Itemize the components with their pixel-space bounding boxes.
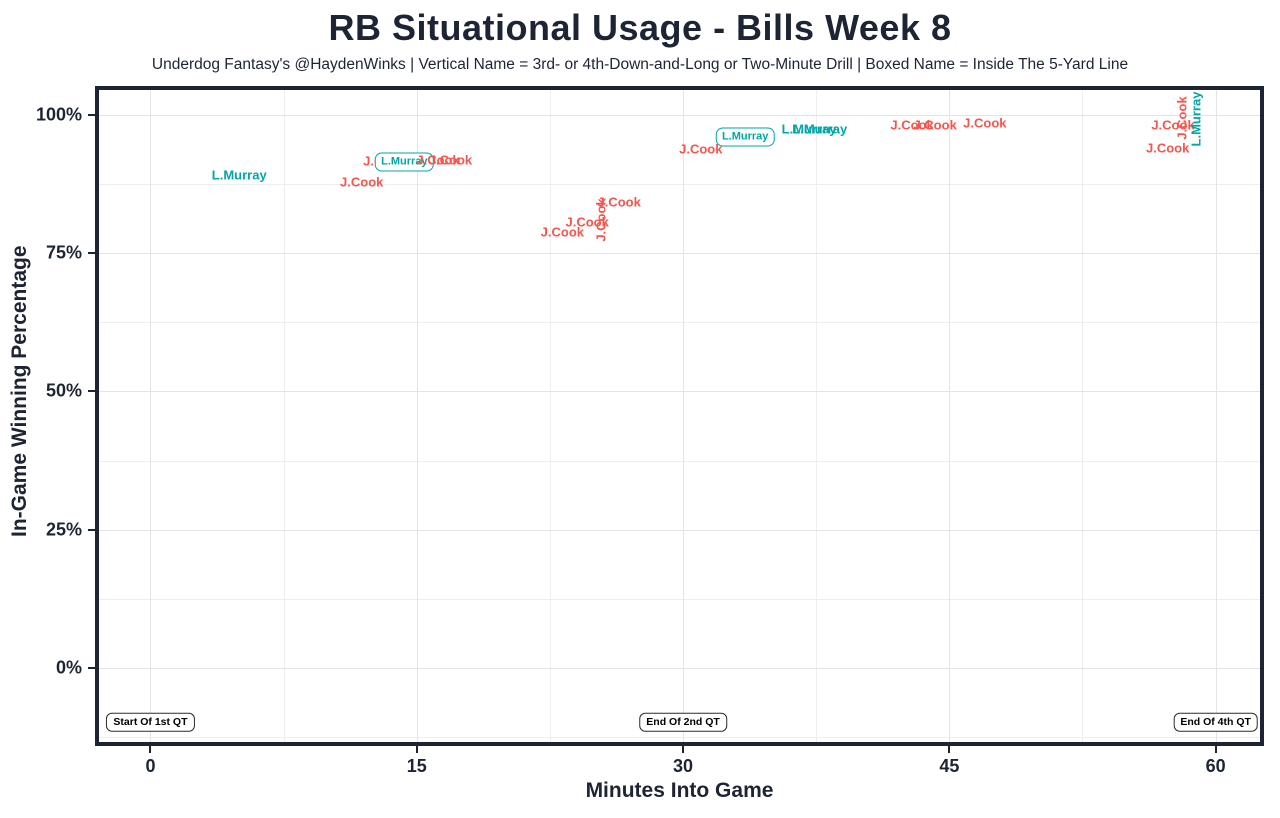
- x-tick-label: 60: [1205, 756, 1226, 776]
- x-tick-mark: [948, 746, 951, 753]
- player-label-j-cook: J.Cook: [428, 152, 473, 168]
- player-label-j-cook: J.Cook: [597, 194, 641, 210]
- x-tick-mark: [682, 746, 685, 753]
- y-tick-mark: [88, 528, 95, 531]
- gridline-vertical-major: [150, 90, 152, 742]
- x-tick-label: 0: [145, 756, 156, 776]
- gridline-horizontal-minor: [99, 737, 1260, 739]
- gridline-horizontal-minor: [99, 460, 1260, 462]
- y-tick-mark: [88, 390, 95, 393]
- player-label-j-cook: J.Cook: [1174, 95, 1190, 140]
- annotation-box: End Of 4th QT: [1173, 712, 1258, 732]
- player-label-l-murray: L.Murray: [1188, 91, 1204, 147]
- y-tick-mark: [88, 113, 95, 116]
- gridline-vertical-minor: [283, 90, 285, 742]
- player-label-j-cook: J.Cook: [565, 214, 609, 230]
- player-label-l-murray: L.Murray: [375, 152, 434, 172]
- gridline-vertical-minor: [816, 90, 818, 742]
- gridline-horizontal-major: [99, 391, 1260, 393]
- gridline-horizontal-major: [99, 667, 1260, 669]
- y-tick-label: 75%: [45, 242, 82, 263]
- x-tick-mark: [415, 746, 418, 753]
- y-tick-mark: [88, 252, 95, 255]
- player-label-j-cook: J.Cook: [679, 141, 723, 157]
- gridline-vertical-major: [683, 90, 685, 742]
- gridline-vertical-major: [949, 90, 951, 742]
- x-tick-label: 45: [939, 756, 960, 776]
- x-tick-label: 15: [406, 756, 427, 776]
- gridline-horizontal-minor: [99, 598, 1260, 600]
- gridline-vertical-major: [416, 90, 418, 742]
- player-label-j-cook: J.Cook: [963, 115, 1007, 131]
- y-axis: 100% 75% 50% 25% 0%: [0, 90, 95, 742]
- player-label-j-cook: J.Cook: [913, 117, 957, 133]
- y-tick-label: 0%: [55, 657, 82, 678]
- player-label-j-cook: J.Cook: [416, 152, 460, 168]
- gridline-vertical-minor: [549, 90, 551, 742]
- player-label-j-cook: J.Cook: [340, 174, 384, 190]
- gridline-horizontal-major: [99, 529, 1260, 531]
- gridline-horizontal-minor: [99, 322, 1260, 324]
- gridline-horizontal-major: [99, 114, 1260, 116]
- y-tick-label: 100%: [35, 104, 82, 125]
- player-label-j-cook: J.Cook: [890, 117, 934, 133]
- chart-subtitle: Underdog Fantasy's @HaydenWinks | Vertic…: [151, 56, 1129, 73]
- player-label-l-murray: L.Murray: [781, 121, 837, 137]
- x-tick-mark: [1214, 746, 1217, 753]
- gridline-horizontal-minor: [99, 184, 1260, 185]
- player-label-l-murray: L.Murray: [211, 167, 267, 183]
- chart-title: RB Situational Usage - Bills Week 8: [328, 7, 952, 48]
- player-label-j-cook: J.Cook: [1151, 117, 1195, 133]
- x-tick-mark: [149, 746, 152, 753]
- y-tick-label: 50%: [45, 380, 82, 401]
- annotation-box: Start Of 1st QT: [106, 712, 195, 732]
- player-label-j-cook: J.Cook: [540, 224, 584, 240]
- x-axis: 0 15 30 45 60: [99, 746, 1260, 792]
- gridline-horizontal-major: [99, 253, 1260, 255]
- x-tick-label: 30: [673, 756, 694, 776]
- plot-area: L.MurrayJ.CookJ.CookL.MurrayJ.CookJ.Cook…: [95, 86, 1264, 746]
- player-label-j-cook: J.Cook: [1146, 140, 1190, 156]
- gridline-vertical-major: [1215, 90, 1217, 742]
- player-label-l-murray: L.Murray: [715, 127, 775, 147]
- y-tick-mark: [88, 666, 95, 669]
- annotation-box: End Of 2nd QT: [639, 712, 727, 732]
- gridline-vertical-minor: [1082, 90, 1084, 742]
- x-axis-title: Minutes Into Game: [585, 779, 774, 802]
- y-tick-label: 25%: [45, 519, 82, 540]
- player-label-l-murray: L.Murray: [792, 121, 848, 137]
